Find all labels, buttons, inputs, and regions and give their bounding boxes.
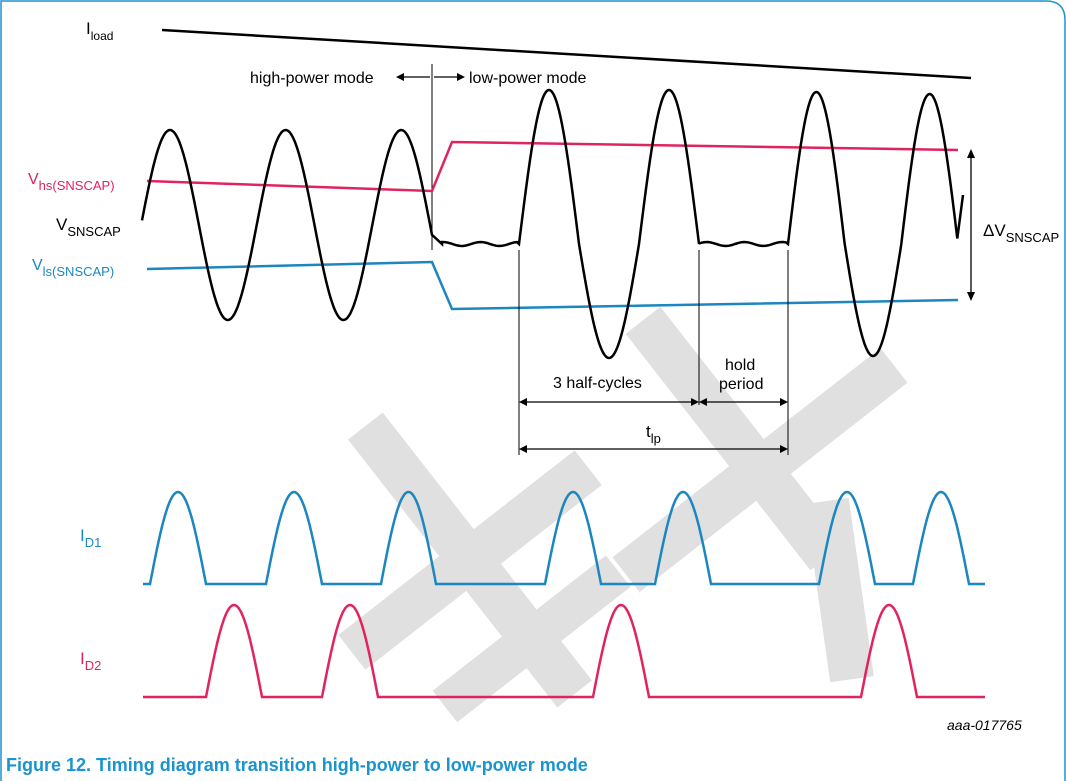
vhs-label: Vhs(SNSCAP) (28, 171, 115, 193)
id1-label: ID1 (80, 526, 101, 550)
high-power-mode-label: high-power mode (250, 70, 374, 87)
delta-v-label: ΔVSNSCAP (983, 221, 1059, 245)
iload-line (161, 28, 972, 80)
half-cycles-label: 3 half-cycles (553, 375, 642, 392)
half-cycles-arrow (519, 398, 699, 406)
watermark-glyph-2 (612, 306, 908, 683)
hold-label-line1: hold (725, 357, 755, 374)
watermark (338, 306, 908, 723)
mode-arrows (396, 73, 465, 81)
vsnscap-label: VSNSCAP (56, 215, 121, 239)
tlp-arrow (519, 445, 788, 453)
iload-label: Iload (86, 19, 113, 43)
id2-label: ID2 (80, 649, 101, 673)
hold-label-line2: period (719, 376, 763, 393)
vls-threshold-line (146, 260, 959, 311)
vls-label: Vls(SNSCAP) (32, 257, 114, 279)
time-markers (518, 250, 789, 455)
figure-caption: Figure 12. Timing diagram transition hig… (6, 755, 588, 775)
tlp-label: tlp (646, 422, 661, 446)
vsnscap-waveform (140, 88, 965, 360)
low-power-mode-label: low-power mode (469, 70, 586, 87)
delta-v-arrow (967, 149, 975, 301)
id1-waveform (143, 490, 985, 586)
vhs-threshold-line (146, 140, 959, 193)
id2-waveform (143, 603, 985, 699)
watermark-glyph-1 (338, 412, 631, 723)
figure-ref-code: aaa-017765 (947, 717, 1022, 733)
hold-period-arrow (699, 398, 788, 406)
